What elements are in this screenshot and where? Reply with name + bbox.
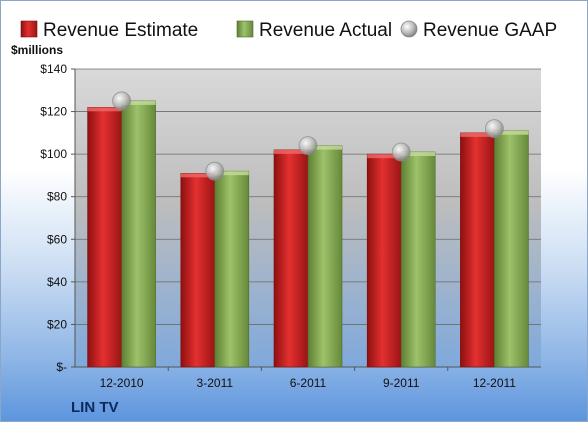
- bar-revenue-actual: [307, 145, 343, 368]
- company-label: LIN TV: [71, 399, 119, 416]
- legend: Revenue Estimate Revenue Actual Revenue GA…: [20, 20, 557, 41]
- bar-revenue-actual: [494, 130, 529, 368]
- x-tick-label: 3-2011: [197, 376, 234, 390]
- bar-revenue-estimate: [366, 153, 402, 368]
- bar-revenue-estimate: [273, 149, 309, 368]
- bar-revenue-estimate: [460, 132, 495, 368]
- bar-top-revenue-actual: [401, 152, 436, 157]
- plot-area: $- $20 $40 $60 $80 $100 $120 $140 12-2010 3-2011 6…: [40, 62, 541, 390]
- y-axis-unit-label: $millions: [11, 43, 63, 57]
- bar-revenue-actual: [214, 170, 250, 368]
- bar-top-revenue-estimate: [180, 173, 215, 178]
- bar-top-revenue-estimate: [87, 107, 122, 112]
- y-tick-label: $120: [40, 105, 67, 119]
- marker-revenue-gaap: [112, 91, 131, 111]
- marker-revenue-gaap: [391, 142, 411, 162]
- y-tick-label: $20: [47, 317, 67, 331]
- bar-top-revenue-actual: [494, 130, 529, 135]
- x-tick-label: 12-2010: [100, 376, 144, 390]
- marker-revenue-gaap: [205, 161, 225, 181]
- legend-label: Revenue Estimate: [43, 20, 198, 41]
- bar-revenue-actual: [121, 100, 156, 368]
- y-tick-label: $100: [40, 147, 67, 161]
- bar-top-revenue-estimate: [274, 149, 308, 154]
- x-tick-label: 12-2011: [473, 376, 516, 390]
- x-tick-label: 9-2011: [383, 376, 420, 390]
- legend-label: Revenue Actual: [259, 20, 392, 41]
- marker-revenue-gaap: [298, 136, 318, 156]
- bar-top-revenue-actual: [121, 100, 156, 105]
- legend-item-revenue-estimate: Revenue Estimate: [20, 20, 198, 41]
- legend-swatch: [400, 20, 418, 38]
- bar-top-revenue-actual: [308, 145, 342, 150]
- legend-label: Revenue GAAP: [423, 20, 557, 41]
- legend-item-revenue-actual: Revenue Actual: [236, 20, 392, 41]
- y-tick-label: $-: [56, 360, 67, 374]
- bar-revenue-actual: [400, 151, 436, 368]
- marker-revenue-gaap: [484, 119, 504, 138]
- bar-revenue-estimate: [180, 173, 216, 368]
- bar-top-revenue-estimate: [367, 154, 402, 159]
- bar-revenue-estimate: [87, 107, 122, 368]
- y-tick-label: $40: [47, 275, 67, 289]
- legend-swatch: [236, 20, 254, 38]
- bar-top-revenue-actual: [214, 171, 249, 176]
- y-tick-label: $80: [47, 190, 67, 204]
- x-tick-label: 6-2011: [290, 376, 327, 390]
- legend-item-revenue-gaap: Revenue GAAP: [400, 20, 557, 41]
- legend-swatch: [20, 20, 38, 38]
- y-tick-label: $60: [47, 232, 67, 246]
- y-tick-label: $140: [40, 62, 67, 76]
- bar-top-revenue-estimate: [460, 132, 495, 137]
